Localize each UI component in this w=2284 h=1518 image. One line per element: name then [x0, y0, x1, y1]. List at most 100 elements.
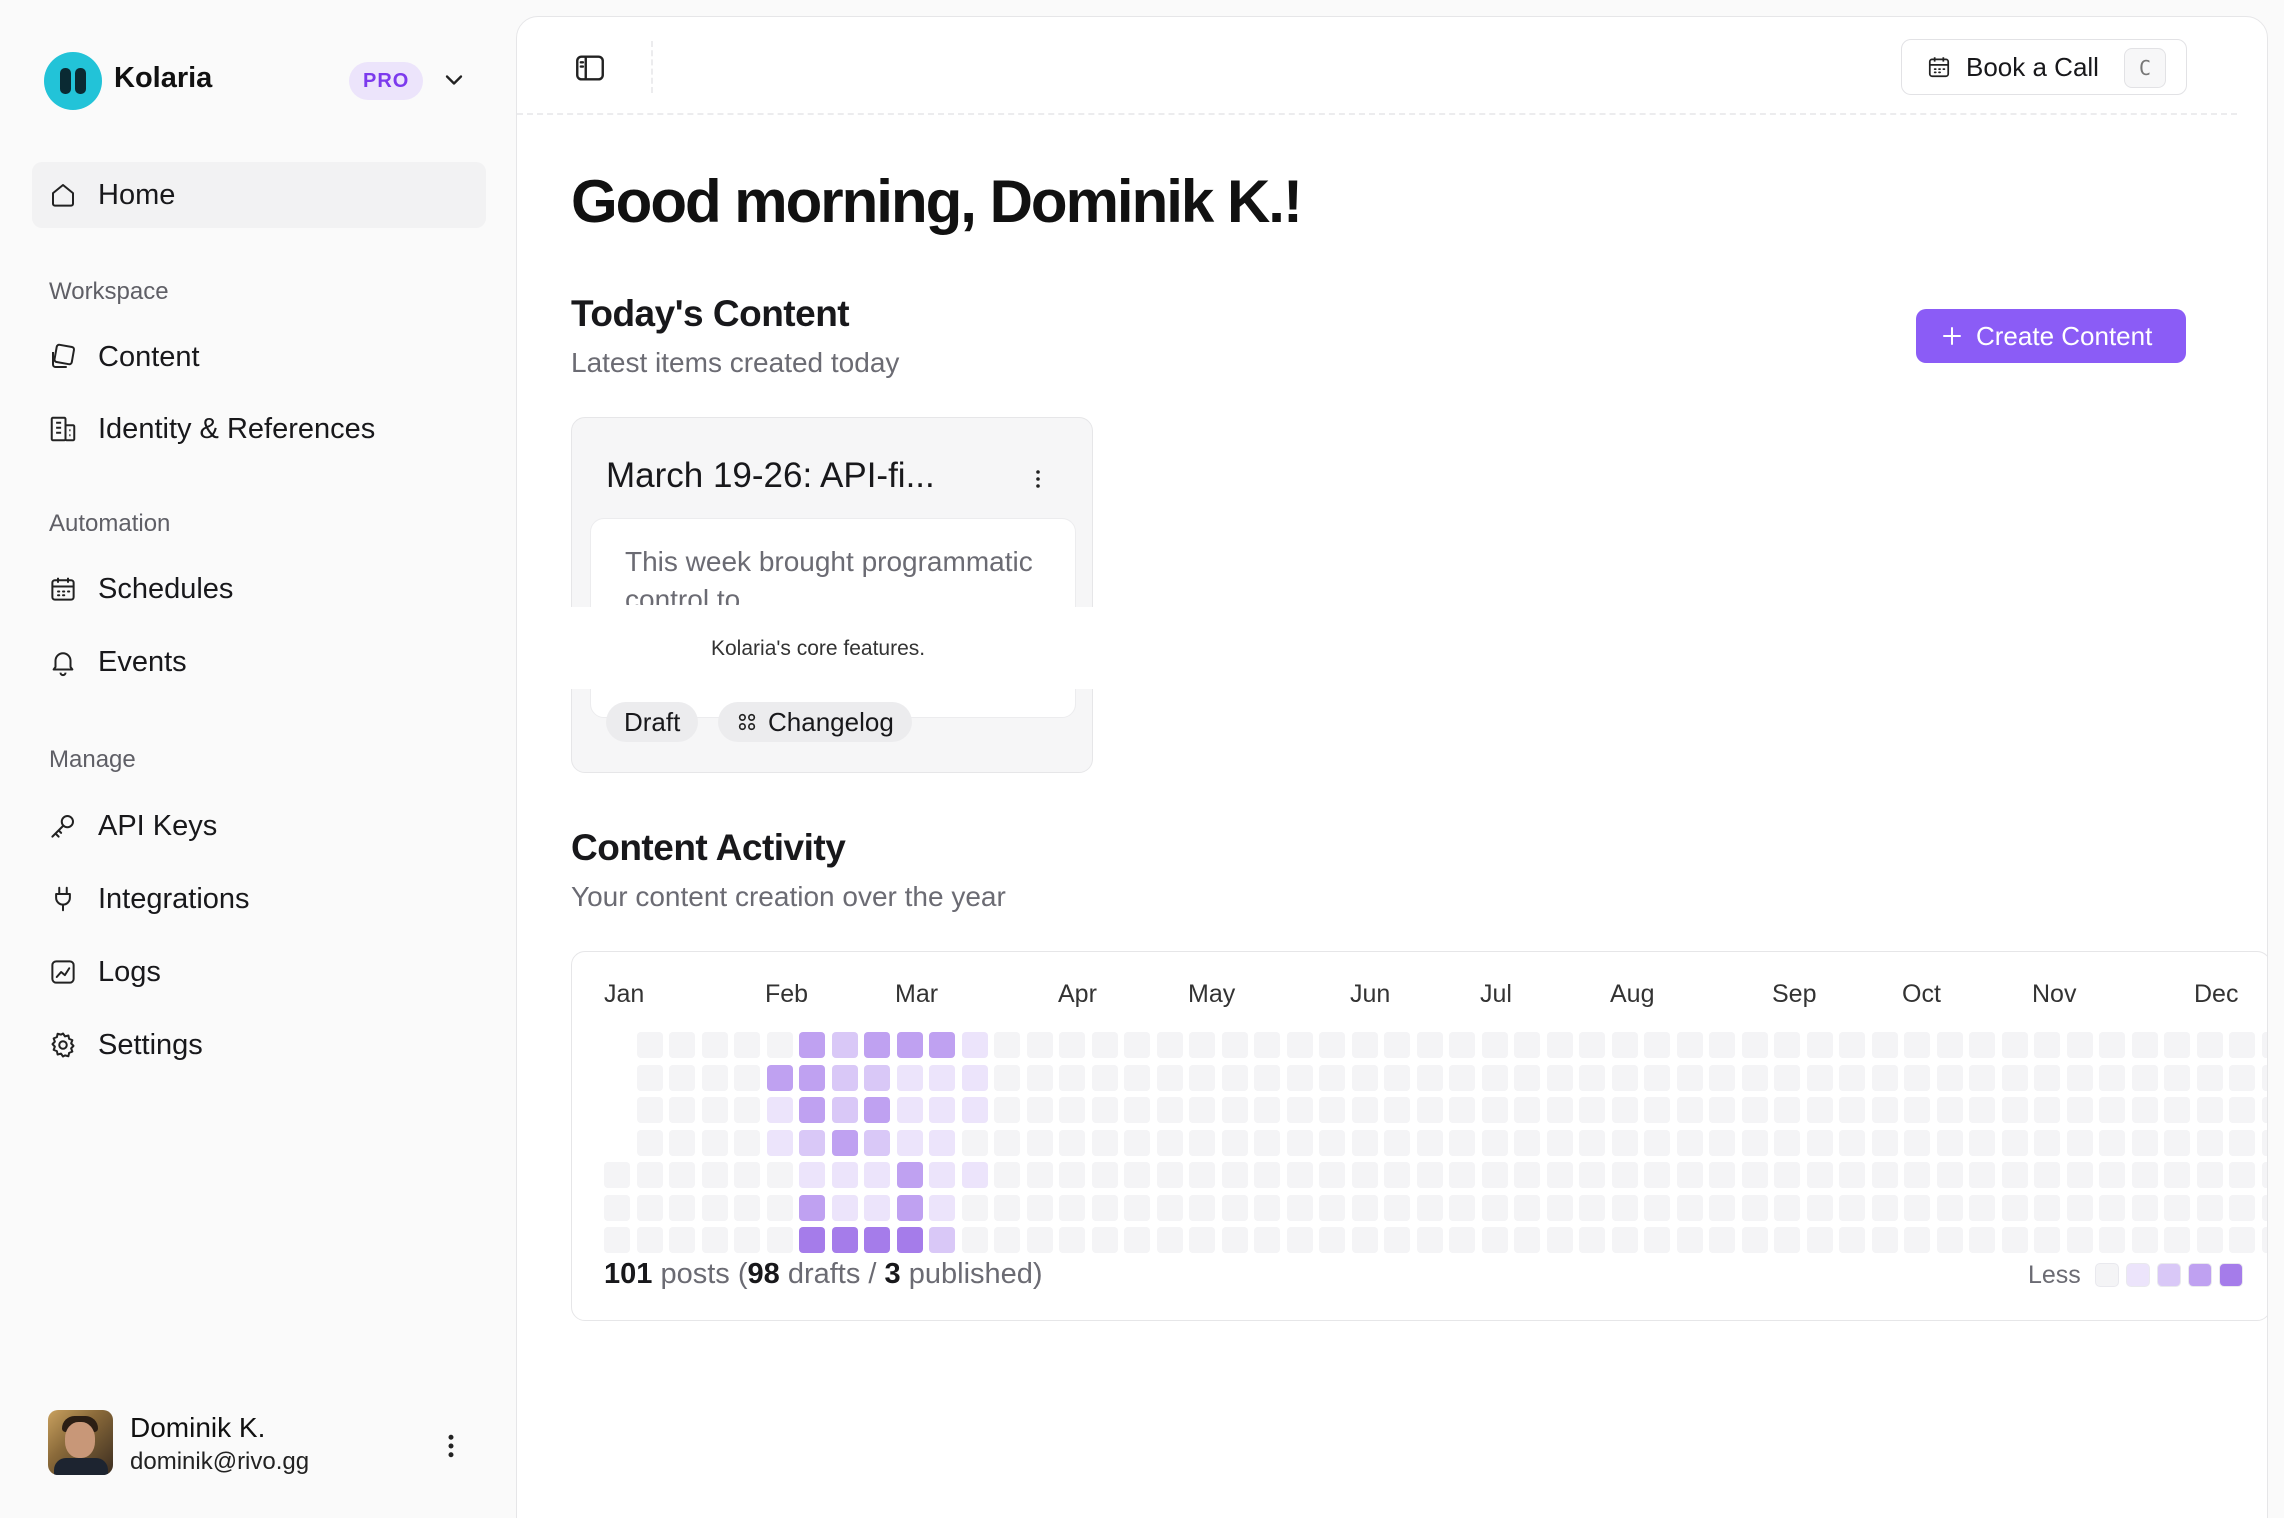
heatmap-cell[interactable] [1481, 1227, 1508, 1253]
heatmap-cell[interactable] [1579, 1162, 1605, 1188]
heatmap-cell[interactable] [799, 1162, 825, 1188]
heatmap-cell[interactable] [734, 1194, 760, 1221]
heatmap-cell[interactable] [1319, 1227, 1345, 1253]
heatmap-cell[interactable] [831, 1064, 858, 1091]
heatmap-cell[interactable] [1546, 1032, 1573, 1058]
heatmap-cell[interactable] [2034, 1097, 2060, 1123]
heatmap-cell[interactable] [1611, 1194, 1638, 1221]
heatmap-cell[interactable] [636, 1162, 663, 1188]
heatmap-cell[interactable] [1254, 1162, 1280, 1188]
heatmap-cell[interactable] [2196, 1162, 2223, 1188]
heatmap-cell[interactable] [799, 1032, 825, 1058]
heatmap-cell[interactable] [636, 1194, 663, 1221]
heatmap-cell[interactable] [1644, 1064, 1670, 1091]
heatmap-cell[interactable] [2066, 1227, 2093, 1253]
heatmap-cell[interactable] [2131, 1194, 2158, 1221]
more-vertical-icon[interactable] [436, 1428, 466, 1464]
heatmap-cell[interactable] [1611, 1097, 1638, 1123]
heatmap-cell[interactable] [896, 1032, 923, 1058]
heatmap-cell[interactable] [1026, 1129, 1053, 1156]
heatmap-cell[interactable] [1026, 1162, 1053, 1188]
heatmap-cell[interactable] [604, 1227, 630, 1253]
heatmap-cell[interactable] [2261, 1227, 2267, 1253]
heatmap-cell[interactable] [994, 1097, 1020, 1123]
heatmap-cell[interactable] [2261, 1032, 2267, 1058]
heatmap-cell[interactable] [1156, 1032, 1183, 1058]
heatmap-cell[interactable] [669, 1227, 695, 1253]
heatmap-cell[interactable] [1286, 1129, 1313, 1156]
heatmap-cell[interactable] [2261, 1129, 2267, 1156]
heatmap-cell[interactable] [2229, 1194, 2255, 1221]
heatmap-cell[interactable] [1806, 1097, 1833, 1123]
heatmap-cell[interactable] [961, 1064, 988, 1091]
heatmap-cell[interactable] [1611, 1227, 1638, 1253]
heatmap-cell[interactable] [1741, 1097, 1768, 1123]
heatmap-cell[interactable] [1189, 1162, 1215, 1188]
heatmap-cell[interactable] [1351, 1129, 1378, 1156]
heatmap-cell[interactable] [1741, 1032, 1768, 1058]
heatmap-cell[interactable] [1059, 1227, 1085, 1253]
sidebar-toggle-icon[interactable] [573, 51, 607, 85]
heatmap-cell[interactable] [1579, 1064, 1605, 1091]
heatmap-cell[interactable] [2196, 1064, 2223, 1091]
heatmap-cell[interactable] [1449, 1032, 1475, 1058]
heatmap-cell[interactable] [669, 1129, 695, 1156]
heatmap-cell[interactable] [896, 1097, 923, 1123]
heatmap-cell[interactable] [1254, 1032, 1280, 1058]
heatmap-cell[interactable] [1904, 1162, 1930, 1188]
heatmap-cell[interactable] [2261, 1194, 2267, 1221]
heatmap-cell[interactable] [1579, 1032, 1605, 1058]
create-content-button[interactable]: Create Content [1916, 309, 2186, 363]
heatmap-cell[interactable] [701, 1194, 728, 1221]
heatmap-cell[interactable] [896, 1064, 923, 1091]
heatmap-cell[interactable] [1384, 1032, 1410, 1058]
heatmap-cell[interactable] [701, 1227, 728, 1253]
heatmap-cell[interactable] [1351, 1227, 1378, 1253]
heatmap-cell[interactable] [1709, 1032, 1735, 1058]
heatmap-cell[interactable] [1741, 1227, 1768, 1253]
heatmap-cell[interactable] [1481, 1032, 1508, 1058]
heatmap-cell[interactable] [2001, 1194, 2028, 1221]
heatmap-cell[interactable] [1124, 1129, 1150, 1156]
heatmap-cell[interactable] [1026, 1032, 1053, 1058]
heatmap-cell[interactable] [1286, 1227, 1313, 1253]
heatmap-cell[interactable] [1546, 1227, 1573, 1253]
heatmap-cell[interactable] [896, 1129, 923, 1156]
heatmap-cell[interactable] [1514, 1064, 1540, 1091]
heatmap-cell[interactable] [1904, 1064, 1930, 1091]
heatmap-cell[interactable] [1709, 1097, 1735, 1123]
heatmap-cell[interactable] [896, 1194, 923, 1221]
heatmap-cell[interactable] [864, 1032, 890, 1058]
heatmap-cell[interactable] [1254, 1064, 1280, 1091]
heatmap-cell[interactable] [2131, 1129, 2158, 1156]
heatmap-cell[interactable] [2164, 1194, 2190, 1221]
heatmap-cell[interactable] [2131, 1064, 2158, 1091]
heatmap-cell[interactable] [864, 1097, 890, 1123]
heatmap-cell[interactable] [1481, 1097, 1508, 1123]
heatmap-cell[interactable] [1416, 1064, 1443, 1091]
heatmap-cell[interactable] [1384, 1194, 1410, 1221]
heatmap-cell[interactable] [1351, 1032, 1378, 1058]
heatmap-cell[interactable] [1384, 1097, 1410, 1123]
heatmap-cell[interactable] [2001, 1032, 2028, 1058]
heatmap-cell[interactable] [1156, 1129, 1183, 1156]
heatmap-cell[interactable] [1774, 1194, 1800, 1221]
heatmap-cell[interactable] [1449, 1194, 1475, 1221]
heatmap-cell[interactable] [2229, 1129, 2255, 1156]
sidebar-item-events[interactable]: Events [32, 629, 486, 695]
heatmap-cell[interactable] [1741, 1194, 1768, 1221]
heatmap-cell[interactable] [2229, 1097, 2255, 1123]
heatmap-cell[interactable] [1904, 1032, 1930, 1058]
heatmap-cell[interactable] [1416, 1194, 1443, 1221]
heatmap-cell[interactable] [1189, 1032, 1215, 1058]
heatmap-cell[interactable] [1709, 1129, 1735, 1156]
heatmap-cell[interactable] [2196, 1129, 2223, 1156]
heatmap-cell[interactable] [766, 1032, 793, 1058]
heatmap-cell[interactable] [766, 1194, 793, 1221]
heatmap-cell[interactable] [1774, 1162, 1800, 1188]
heatmap-cell[interactable] [1189, 1097, 1215, 1123]
sidebar-item-integrations[interactable]: Integrations [32, 866, 486, 932]
heatmap-cell[interactable] [1904, 1194, 1930, 1221]
heatmap-cell[interactable] [1384, 1227, 1410, 1253]
heatmap-cell[interactable] [1611, 1162, 1638, 1188]
